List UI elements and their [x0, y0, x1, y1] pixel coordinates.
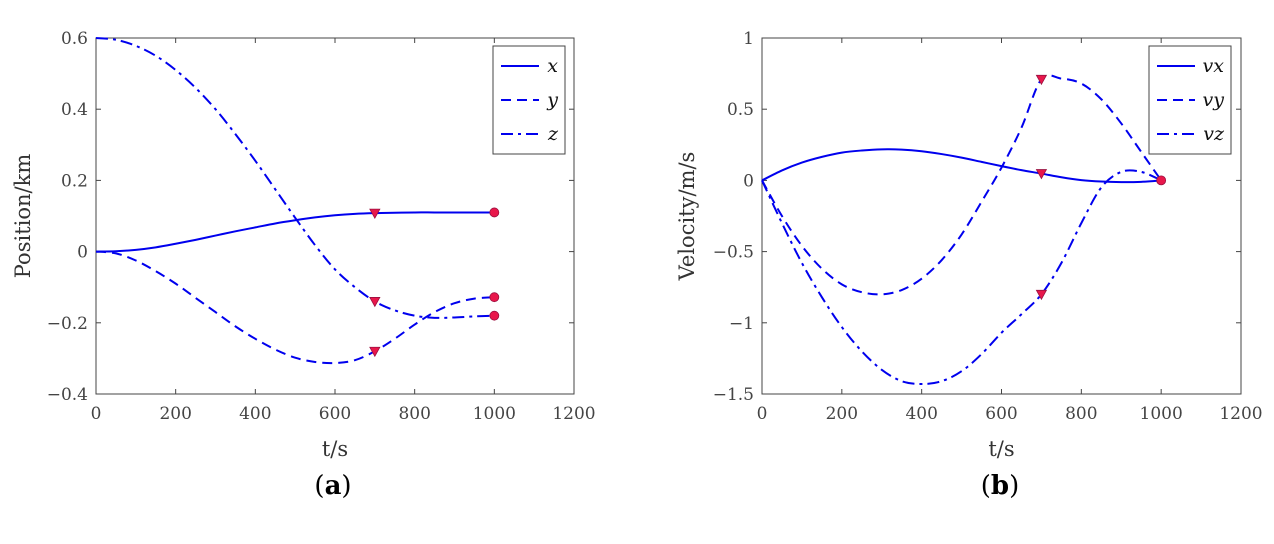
- y-tick-label: −1.5: [713, 385, 754, 405]
- legend: xyz: [492, 45, 566, 155]
- series-line-y: [95, 250, 495, 365]
- switch-marker-triangle: [369, 208, 381, 219]
- y-tick-label: 1: [743, 29, 754, 49]
- switch-marker-triangle: [369, 346, 381, 358]
- x-tick-label: 400: [905, 404, 937, 424]
- x-axis-label: t/s: [988, 437, 1014, 461]
- x-tick-label: 1200: [552, 404, 595, 424]
- x-tick-label: 200: [826, 404, 858, 424]
- x-tick-label: 800: [398, 404, 430, 424]
- legend: vx vy vz: [1148, 45, 1232, 155]
- series-line-z: [95, 37, 495, 319]
- series-line-x: [95, 211, 495, 253]
- x-tick-label: 600: [985, 404, 1017, 424]
- x-axis-label: t/s: [322, 437, 348, 461]
- legend-label-vy: vy: [1203, 89, 1225, 111]
- legend-label-vz: vz: [1203, 123, 1225, 145]
- series-line-vx: [761, 148, 1162, 184]
- y-tick-label: 0.2: [61, 171, 88, 191]
- x-tick-label: 400: [239, 404, 271, 424]
- x-tick-label: 800: [1065, 404, 1097, 424]
- x-tick-label: 1000: [1140, 404, 1183, 424]
- legend-label-vx: vx: [1203, 55, 1225, 77]
- x-tick-label: 1200: [1219, 404, 1262, 424]
- y-tick-label: 0.5: [727, 100, 754, 120]
- legend-label-z: z: [547, 123, 559, 145]
- end-marker-circle: [489, 310, 500, 321]
- switch-marker-triangle: [1035, 289, 1048, 301]
- y-tick-label: 0.4: [61, 100, 88, 120]
- x-tick-label: 1000: [473, 404, 516, 424]
- series-line-vz: [761, 169, 1162, 386]
- y-tick-label: −0.2: [47, 314, 88, 334]
- y-tick-label: 0: [77, 243, 88, 263]
- y-tick-label: 0: [743, 171, 754, 191]
- end-marker-circle: [489, 292, 500, 303]
- chart-panel-a: 0 200 400 600 800 1000 1200 −0.4 −0.2 0 0.2 0.4 0.6 t…: [11, 29, 596, 501]
- panel-label: (b): [981, 471, 1020, 501]
- end-marker-circle: [1156, 175, 1167, 186]
- x-tick-label: 600: [319, 404, 351, 424]
- y-tick-label: −0.4: [47, 385, 88, 405]
- legend-label-x: x: [547, 55, 558, 77]
- switch-marker-triangle: [369, 297, 381, 308]
- x-tick-label: 200: [159, 404, 191, 424]
- y-tick-label: 0.6: [61, 29, 88, 49]
- y-axis-label: Position/km: [11, 154, 35, 279]
- panel-label: (a): [314, 471, 351, 501]
- x-tick-label: 0: [91, 404, 102, 424]
- y-axis-label: Velocity/m/s: [675, 152, 699, 282]
- end-marker-circle: [489, 207, 500, 218]
- chart-panel-b: 0 200 400 600 800 1000 1200 −1.5 −1 −0.5 0 0.5 1 t/s V…: [675, 29, 1263, 501]
- switch-marker-triangle: [1035, 169, 1048, 180]
- switch-marker-triangle: [1035, 74, 1048, 86]
- legend-label-y: y: [546, 89, 558, 111]
- x-tick-label: 0: [757, 404, 768, 424]
- y-tick-label: −0.5: [713, 243, 754, 263]
- series-line-vy: [761, 74, 1162, 296]
- y-tick-label: −1: [729, 314, 754, 334]
